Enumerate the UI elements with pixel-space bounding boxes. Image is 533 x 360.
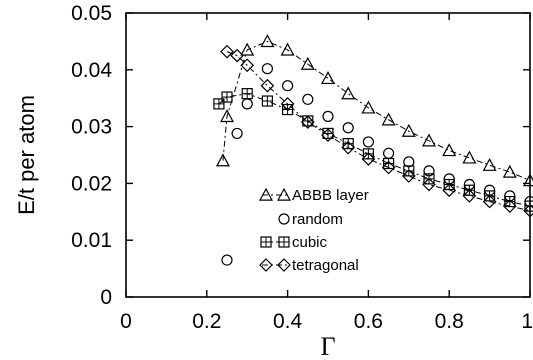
circle-marker	[342, 122, 354, 134]
diamond-marker	[259, 258, 273, 272]
x-tick-label: 0.4	[273, 310, 303, 333]
triangle-marker	[215, 153, 230, 167]
triangle-marker	[300, 56, 315, 70]
triangle-marker	[522, 173, 533, 187]
square-marker	[524, 200, 533, 212]
circle-marker	[322, 110, 334, 122]
legend: ABBB layer random cubic tetragonal	[258, 187, 369, 274]
circle-marker	[241, 98, 253, 110]
series-line	[222, 40, 531, 182]
diamond-marker	[442, 183, 457, 198]
series-line	[226, 51, 531, 212]
square-marker	[342, 138, 354, 150]
diamond-marker	[220, 44, 234, 59]
diamond-marker	[321, 128, 335, 142]
triangle-marker	[361, 100, 376, 114]
square-marker	[213, 98, 225, 110]
ticks: 0 0.2 0.4 0.6 0.8 1 0 0.01 0.02 0.03 0.04 0.05	[71, 2, 533, 333]
circle-marker	[282, 80, 294, 92]
x-axis-label: Γ	[320, 332, 335, 360]
series-markers	[213, 34, 533, 266]
x-tick-label: 0.8	[435, 310, 464, 333]
diamond-marker	[482, 194, 497, 209]
series-lines	[218, 40, 531, 212]
plot-frame	[125, 12, 531, 298]
square-marker	[278, 236, 290, 248]
diamond-marker	[361, 152, 376, 166]
square-marker	[362, 148, 374, 160]
circle-marker	[302, 93, 314, 105]
triangle-marker	[341, 86, 356, 100]
square-marker	[260, 236, 272, 248]
triangle-marker	[240, 42, 255, 56]
triangle-marker	[421, 133, 437, 147]
legend-label: ABBB layer	[292, 187, 369, 204]
diamond-marker	[230, 48, 244, 63]
square-marker	[241, 88, 253, 100]
circle-marker	[362, 136, 374, 148]
x-tick-label: 0.2	[192, 310, 221, 333]
circle-marker	[261, 63, 273, 75]
triangle-marker	[442, 143, 457, 157]
circle-marker	[383, 147, 395, 159]
diamond-marker	[523, 203, 533, 218]
diamond-marker	[300, 115, 315, 129]
diamond-marker	[502, 199, 517, 213]
x-tick-label: 0	[120, 310, 132, 333]
triangle-marker	[258, 187, 274, 201]
diamond-marker	[240, 58, 255, 73]
x-tick-label: 1	[521, 310, 533, 333]
triangle-marker	[276, 187, 292, 201]
y-axis-label: E/t per atom	[14, 95, 39, 215]
plot-border	[125, 12, 531, 298]
legend-label: tetragonal	[292, 257, 359, 274]
y-tick-label: 0	[100, 286, 112, 309]
triangle-marker	[381, 112, 396, 126]
triangle-marker	[502, 164, 517, 178]
legend-label: cubic	[292, 234, 328, 251]
circle-marker	[278, 213, 290, 225]
diamond-marker	[422, 177, 436, 192]
triangle-marker	[401, 123, 416, 137]
legend-label: random	[292, 211, 343, 228]
series-line	[218, 93, 531, 207]
triangle-marker	[219, 109, 235, 123]
triangle-marker	[482, 157, 497, 171]
square-marker	[261, 95, 273, 107]
y-tick-label: 0.01	[71, 229, 112, 252]
circle-marker	[231, 127, 243, 140]
diamond-marker	[280, 97, 295, 111]
diamond-marker	[401, 169, 416, 183]
x-tick-label: 0.6	[354, 310, 383, 333]
triangle-marker	[320, 71, 336, 85]
triangle-marker	[260, 34, 275, 48]
triangle-marker	[280, 42, 295, 56]
square-marker	[504, 195, 516, 208]
diamond-marker	[277, 258, 291, 272]
square-marker	[403, 165, 415, 177]
y-tick-label: 0.04	[71, 59, 112, 82]
diamond-marker	[462, 189, 477, 203]
triangle-marker	[462, 150, 477, 164]
diamond-marker	[381, 160, 396, 175]
circle-marker	[221, 254, 233, 266]
y-tick-label: 0.05	[71, 2, 112, 25]
diamond-marker	[341, 140, 356, 155]
y-tick-label: 0.02	[71, 172, 112, 195]
square-marker	[221, 91, 233, 103]
square-marker	[383, 157, 395, 170]
y-tick-label: 0.03	[71, 116, 112, 139]
diamond-marker	[260, 78, 275, 93]
